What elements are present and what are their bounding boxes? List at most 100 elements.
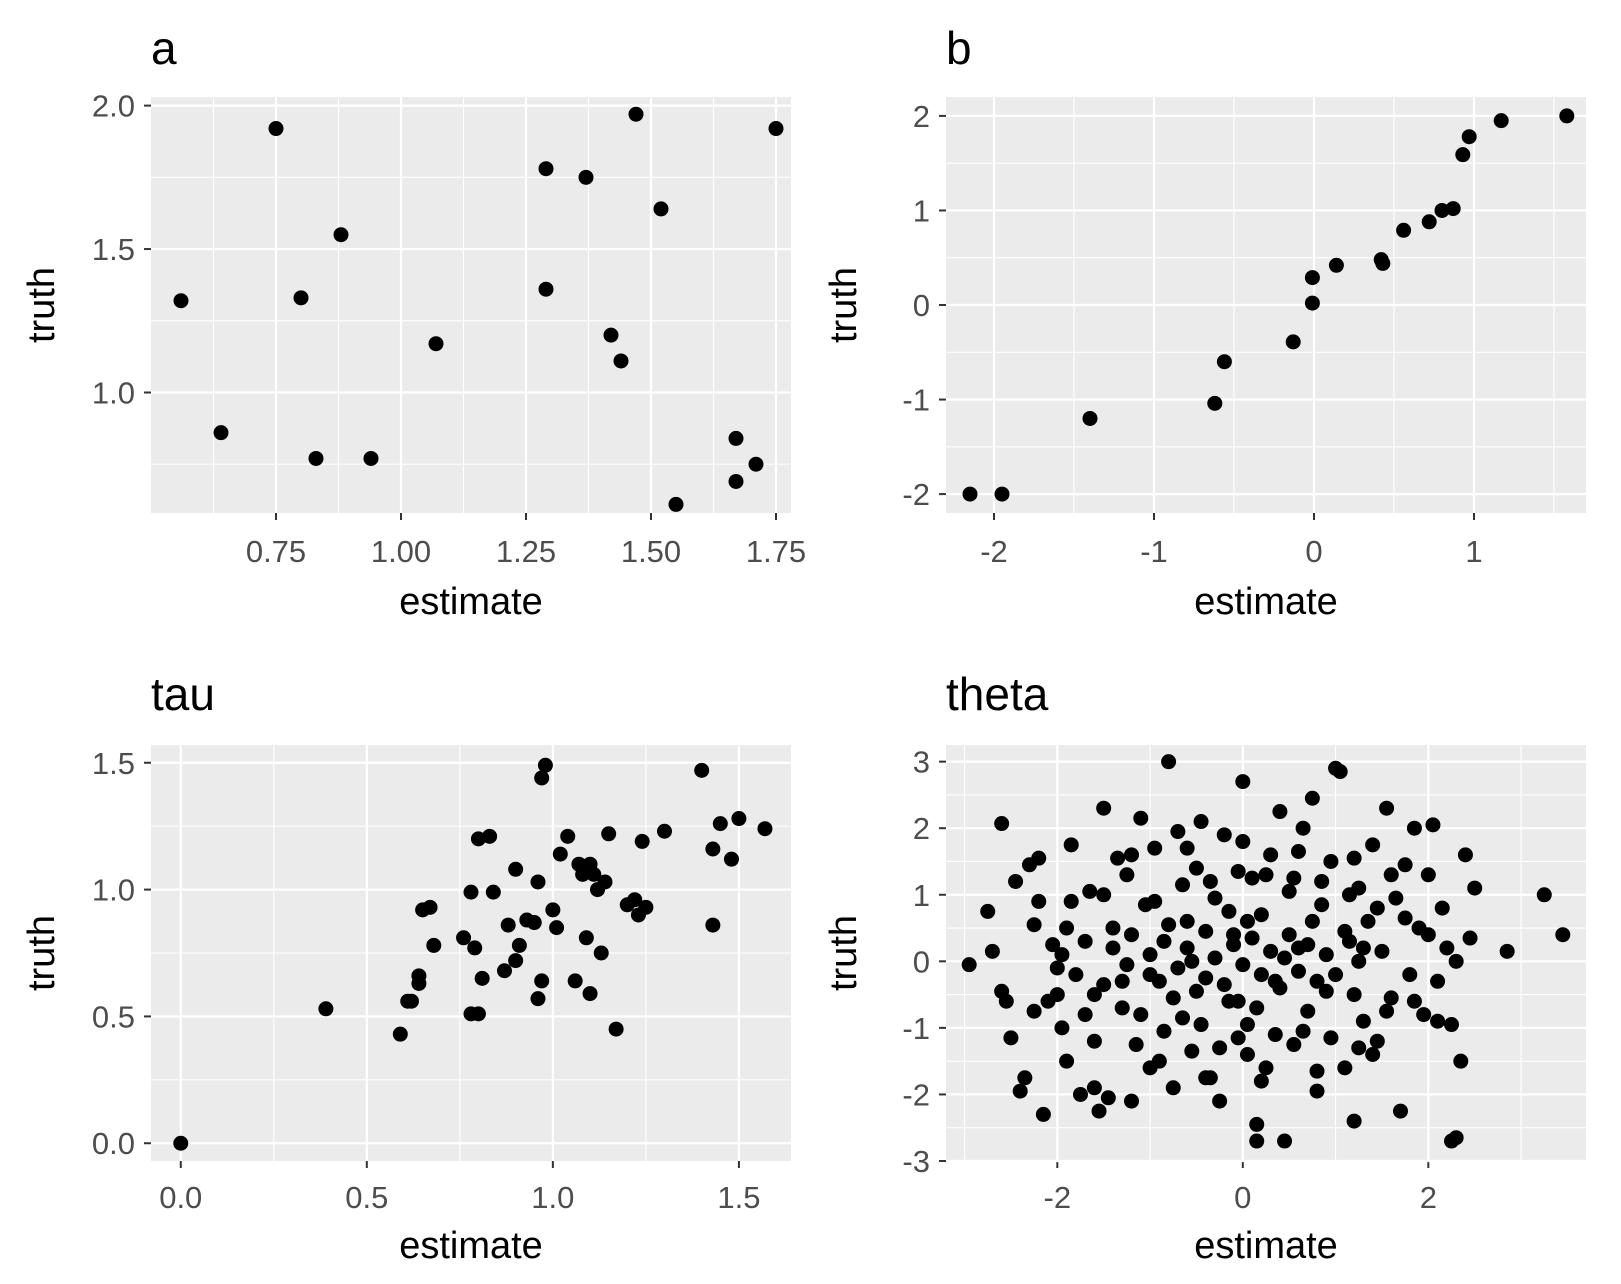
scatter-point: [962, 486, 978, 502]
scatter-point: [1493, 113, 1509, 129]
y-tick-label: -2: [902, 1077, 930, 1112]
scatter-point: [1249, 1133, 1265, 1149]
scatter-point: [526, 915, 542, 931]
scatter-point: [1156, 1023, 1172, 1039]
scatter-point: [1184, 953, 1200, 969]
scatter-point: [470, 1006, 486, 1022]
scatter-point: [534, 973, 550, 989]
scatter-point: [1462, 930, 1478, 946]
scatter-point: [1439, 940, 1455, 956]
scatter-point: [1059, 920, 1075, 936]
scatter-point: [1383, 867, 1399, 883]
scatter-point: [1397, 857, 1413, 873]
scatter-point: [1253, 1073, 1269, 1089]
scatter-point: [1175, 877, 1191, 893]
scatter-point: [1207, 395, 1223, 411]
scatter-point: [1142, 947, 1158, 963]
scatter-point: [1235, 957, 1251, 973]
scatter-point: [980, 903, 996, 919]
scatter-point: [578, 930, 594, 946]
scatter-point: [1114, 1000, 1130, 1016]
y-axis-title: truth: [823, 267, 865, 343]
scatter-point: [1314, 873, 1330, 889]
panel-background: [151, 97, 791, 513]
scatter-point: [1063, 837, 1079, 853]
scatter-point: [1416, 1007, 1432, 1023]
scatter-point: [173, 1135, 189, 1151]
scatter-point: [1397, 910, 1413, 926]
scatter-point: [1059, 1053, 1075, 1069]
scatter-point: [1212, 1040, 1228, 1056]
scatter-point: [1124, 927, 1140, 943]
x-axis-title: estimate: [1194, 581, 1338, 623]
scatter-point: [1323, 1030, 1339, 1046]
scatter-point: [1383, 990, 1399, 1006]
scatter-point: [1202, 873, 1218, 889]
scatter-point: [1286, 870, 1302, 886]
scatter-point: [1142, 1060, 1158, 1076]
scatter-point: [1114, 973, 1130, 989]
scatter-point: [1249, 1000, 1265, 1016]
scatter-point: [1147, 840, 1163, 856]
x-tick-label: 1.75: [746, 534, 806, 569]
scatter-point: [1216, 354, 1232, 370]
scatter-point: [748, 456, 764, 472]
scatter-point: [1455, 147, 1471, 163]
scatter-point: [1304, 913, 1320, 929]
scatter-point: [1086, 1033, 1102, 1049]
x-tick-label: -2: [980, 534, 1008, 569]
scatter-point: [627, 892, 643, 908]
scatter-point: [1365, 1047, 1381, 1063]
scatter-point: [1267, 1027, 1283, 1043]
scatter-point: [1388, 890, 1404, 906]
panel-title: a: [151, 22, 177, 74]
scatter-point: [470, 831, 486, 847]
scatter-point: [1425, 817, 1441, 833]
scatter-point: [1105, 940, 1121, 956]
scatter-point: [1230, 1030, 1246, 1046]
scatter-point: [333, 227, 349, 243]
scatter-point: [1216, 977, 1232, 993]
scatter-point: [411, 975, 427, 991]
scatter-point: [1369, 900, 1385, 916]
scatter-point: [1457, 847, 1473, 863]
scatter-point: [984, 943, 1000, 959]
scatter-point: [1263, 847, 1279, 863]
scatter-point: [538, 281, 554, 297]
scatter-point: [694, 762, 710, 778]
scatter-point: [1272, 804, 1288, 820]
scatter-point: [1314, 897, 1330, 913]
scatter-point: [1318, 983, 1334, 999]
scatter-point: [1031, 893, 1047, 909]
scatter-point: [705, 841, 721, 857]
scatter-point: [1402, 967, 1418, 983]
scatter-point: [1003, 1030, 1019, 1046]
y-tick-label: 1.5: [92, 746, 135, 781]
scatter-point: [634, 833, 650, 849]
scatter-point: [1396, 222, 1412, 238]
scatter-point: [1351, 953, 1367, 969]
scatter-point: [1249, 1116, 1265, 1132]
scatter-point: [213, 425, 229, 441]
scatter-point: [1328, 967, 1344, 983]
y-tick-label: -3: [902, 1144, 930, 1179]
scatter-point: [552, 846, 568, 862]
scatter-point: [1096, 887, 1112, 903]
x-tick-label: 0: [1305, 534, 1322, 569]
scatter-point: [1008, 873, 1024, 889]
y-tick-label: 2.0: [92, 89, 135, 124]
scatter-point: [1216, 827, 1232, 843]
scatter-point: [1448, 1130, 1464, 1146]
x-axis-title: estimate: [399, 581, 543, 623]
scatter-point: [1133, 810, 1149, 826]
scatter-point: [422, 899, 438, 915]
scatter-point: [1170, 960, 1186, 976]
scatter-point: [1337, 1060, 1353, 1076]
x-tick-label: 1.0: [531, 1180, 574, 1215]
scatter-point: [428, 336, 444, 352]
scatter-point: [1049, 960, 1065, 976]
x-tick-label: 1.5: [717, 1180, 760, 1215]
scatter-point: [603, 327, 619, 343]
scatter-point: [1119, 957, 1135, 973]
